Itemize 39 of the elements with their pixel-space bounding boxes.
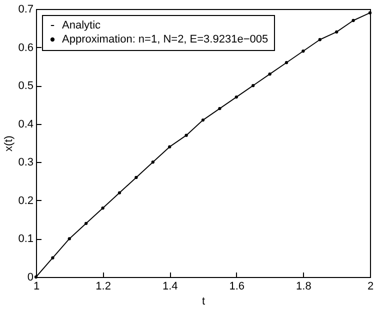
y-tick-label: 0.2 bbox=[18, 194, 34, 207]
point bbox=[134, 176, 138, 180]
x-tick-label: 2 bbox=[367, 280, 374, 292]
point bbox=[184, 134, 188, 137]
x-tick-label: 1.2 bbox=[96, 280, 111, 292]
point bbox=[352, 18, 355, 22]
point bbox=[368, 11, 372, 14]
point bbox=[68, 237, 71, 240]
point bbox=[284, 61, 288, 64]
y-tick-label: 0.7 bbox=[18, 4, 34, 16]
point bbox=[151, 160, 154, 164]
point bbox=[84, 222, 88, 225]
x-tick-label: 1.6 bbox=[229, 280, 245, 292]
y-tick-label: 0.4 bbox=[18, 118, 34, 130]
point bbox=[335, 30, 338, 34]
point bbox=[218, 106, 222, 110]
point bbox=[201, 118, 205, 122]
point bbox=[318, 38, 322, 42]
x-tick-label: 1.8 bbox=[296, 280, 312, 292]
x-tick-label: 1.4 bbox=[162, 280, 178, 292]
y-tick-label: 0.6 bbox=[18, 42, 34, 54]
point bbox=[34, 275, 38, 279]
point bbox=[268, 72, 272, 76]
y-axis-title: x(t) bbox=[3, 136, 16, 152]
point bbox=[302, 50, 305, 53]
y-tick-label: 0.1 bbox=[18, 233, 34, 246]
point bbox=[51, 256, 54, 260]
x-axis-title: t bbox=[202, 296, 206, 308]
point bbox=[101, 206, 104, 210]
point bbox=[168, 145, 172, 148]
legend-label: Approximation: n=1, N=2, E=3.9231e−005 bbox=[62, 34, 268, 46]
point bbox=[118, 191, 122, 194]
y-tick-label: 0 bbox=[27, 272, 34, 284]
x-tick-label: 1 bbox=[33, 280, 40, 292]
point bbox=[252, 84, 255, 88]
legend-label: Analytic bbox=[62, 20, 102, 32]
y-tick-label: 0.3 bbox=[18, 156, 34, 169]
point bbox=[234, 95, 238, 99]
y-tick-label: 0.5 bbox=[18, 80, 34, 92]
